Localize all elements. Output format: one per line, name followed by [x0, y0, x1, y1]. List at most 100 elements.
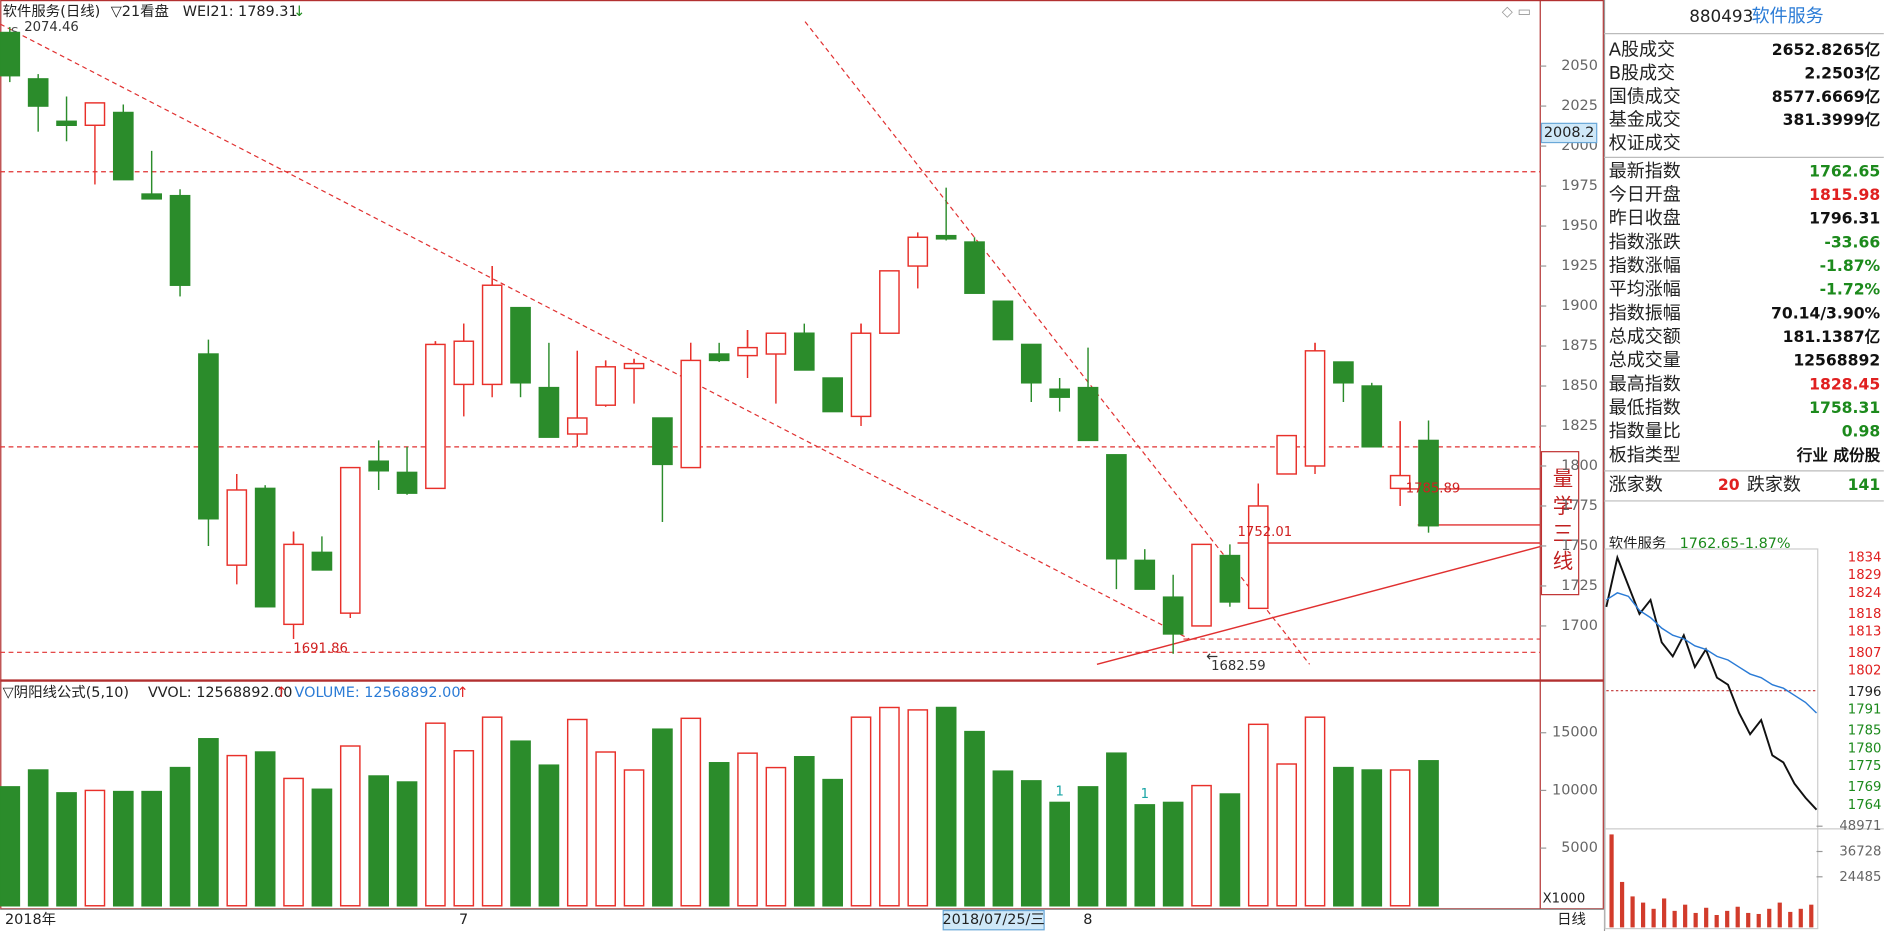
- mini-volume-bar: [1767, 908, 1772, 928]
- cursor-date-box: [942, 909, 1045, 931]
- quote-label: 总成交量: [1609, 350, 1681, 371]
- mini-frame: [1604, 548, 1819, 930]
- y-tick-label: 1950: [1561, 218, 1598, 234]
- up-count: 20: [1718, 476, 1740, 494]
- volume-bar: [1162, 801, 1184, 907]
- volume-bar: [226, 754, 248, 907]
- y-tick-label: 1791: [1848, 702, 1882, 717]
- candle-body: [1276, 434, 1297, 475]
- candle-body: [1333, 361, 1354, 384]
- quote-value: 1828.45: [1809, 375, 1880, 393]
- quote-label: 板指类型: [1609, 445, 1681, 466]
- cursor-date: 2018/07/25/三: [943, 912, 1045, 928]
- mini-change: -1.87%: [1740, 536, 1791, 552]
- volume-bar: [1049, 801, 1070, 907]
- candle-body: [112, 111, 134, 181]
- mini-volume-bar: [1683, 904, 1688, 928]
- mini-volume-bar: [1746, 912, 1751, 928]
- volume-bar: [1304, 716, 1326, 907]
- y-tick-label: 1825: [1561, 418, 1598, 434]
- quote-label: 指数量比: [1609, 421, 1681, 442]
- wei-label: WEI21:: [183, 4, 234, 20]
- candle-body: [481, 284, 503, 386]
- volume-bar: [850, 716, 872, 907]
- chart-title: 软件服务(日线): [3, 3, 101, 20]
- candle-body: [226, 489, 248, 566]
- quote-label: A股成交: [1609, 39, 1675, 60]
- volume-bar: [1276, 763, 1297, 907]
- quote-value: 1758.31: [1809, 399, 1880, 417]
- y-tick-label: 1818: [1848, 607, 1882, 622]
- candle-body: [1077, 386, 1099, 442]
- quote-label: 基金成交: [1609, 110, 1681, 131]
- quote-value: 0.98: [1842, 423, 1881, 441]
- volume-bar: [112, 790, 134, 907]
- candle-body: [538, 386, 560, 438]
- y-tick-label: 1769: [1848, 780, 1882, 795]
- y-tick-label: 1800: [1561, 458, 1598, 474]
- y-tick-label: 1850: [1561, 378, 1598, 394]
- view-selector[interactable]: ▽21看盘: [111, 2, 169, 20]
- y-tick-label: 48971: [1839, 819, 1881, 834]
- cursor-price: 2008.2: [1544, 125, 1594, 141]
- quote-value: 1815.98: [1809, 186, 1880, 204]
- y-tick-label: 1829: [1848, 568, 1882, 583]
- volume-bar: [1077, 786, 1099, 907]
- down-count: 141: [1848, 476, 1881, 494]
- quote-value: 1762.65: [1809, 162, 1880, 180]
- volume-bar: [907, 709, 929, 907]
- volume-bar: [1106, 752, 1127, 907]
- quote-code: 880493: [1689, 6, 1753, 26]
- y-tick-label: 1764: [1848, 798, 1882, 813]
- mini-volume-bar: [1735, 906, 1740, 928]
- quote-label: 最新指数: [1609, 161, 1681, 182]
- candle-body: [0, 31, 21, 77]
- volume-bar: [1247, 723, 1269, 907]
- candle-body: [510, 306, 531, 384]
- candle-body: [141, 193, 163, 200]
- price-annotation: 1752.01: [1238, 525, 1293, 540]
- volume-bar: [169, 766, 191, 907]
- mini-volume-bar: [1641, 902, 1646, 928]
- volume-bar: [1389, 769, 1411, 907]
- volume-bar: [1361, 769, 1383, 907]
- candle-body: [1361, 385, 1383, 448]
- y-tick-label: 10000: [1552, 782, 1598, 798]
- y-tick-label: 1925: [1561, 258, 1598, 274]
- volume-bar: [1219, 793, 1241, 907]
- mini-volume-bar: [1609, 834, 1614, 928]
- period-label: 日线: [1557, 911, 1586, 928]
- y-tick-label: 1780: [1848, 741, 1882, 756]
- candle-body: [1418, 439, 1439, 527]
- volume-bar: [1418, 760, 1439, 907]
- mini-volume-bar: [1630, 896, 1635, 928]
- candle-body: [311, 551, 333, 571]
- quote-label: 指数涨幅: [1609, 255, 1681, 276]
- trend-line: [804, 21, 1311, 665]
- quote-value: 2.2503亿: [1804, 63, 1880, 82]
- y-tick-label: 1813: [1848, 625, 1882, 640]
- quote-value: 2652.8265亿: [1772, 40, 1880, 59]
- volume-bar: [368, 775, 389, 907]
- candle-body: [850, 332, 872, 418]
- mini-volume-bar: [1756, 913, 1761, 928]
- candle-body: [56, 120, 77, 126]
- y-tick-label: 36728: [1839, 845, 1881, 860]
- toolbar-icon[interactable]: ◇ ▭: [1502, 4, 1531, 20]
- candle-body: [964, 241, 985, 294]
- mini-line: [1605, 592, 1818, 714]
- mini-volume-bar: [1693, 912, 1698, 928]
- mini-volume-bar: [1809, 904, 1814, 928]
- mini-volume-bar: [1662, 898, 1667, 928]
- volume-bar: [198, 738, 219, 907]
- quote-label: 最高指数: [1609, 374, 1681, 395]
- candle-body: [765, 332, 787, 355]
- volume-bar: [453, 750, 475, 907]
- quote-value: 1796.31: [1809, 210, 1880, 228]
- volume-bar: [822, 778, 843, 907]
- y-tick-label: 1775: [1561, 498, 1598, 514]
- mini-volume-bar: [1704, 907, 1709, 928]
- candle-body: [623, 362, 645, 370]
- volume-bar: [56, 792, 77, 907]
- volume-bar: [566, 718, 588, 907]
